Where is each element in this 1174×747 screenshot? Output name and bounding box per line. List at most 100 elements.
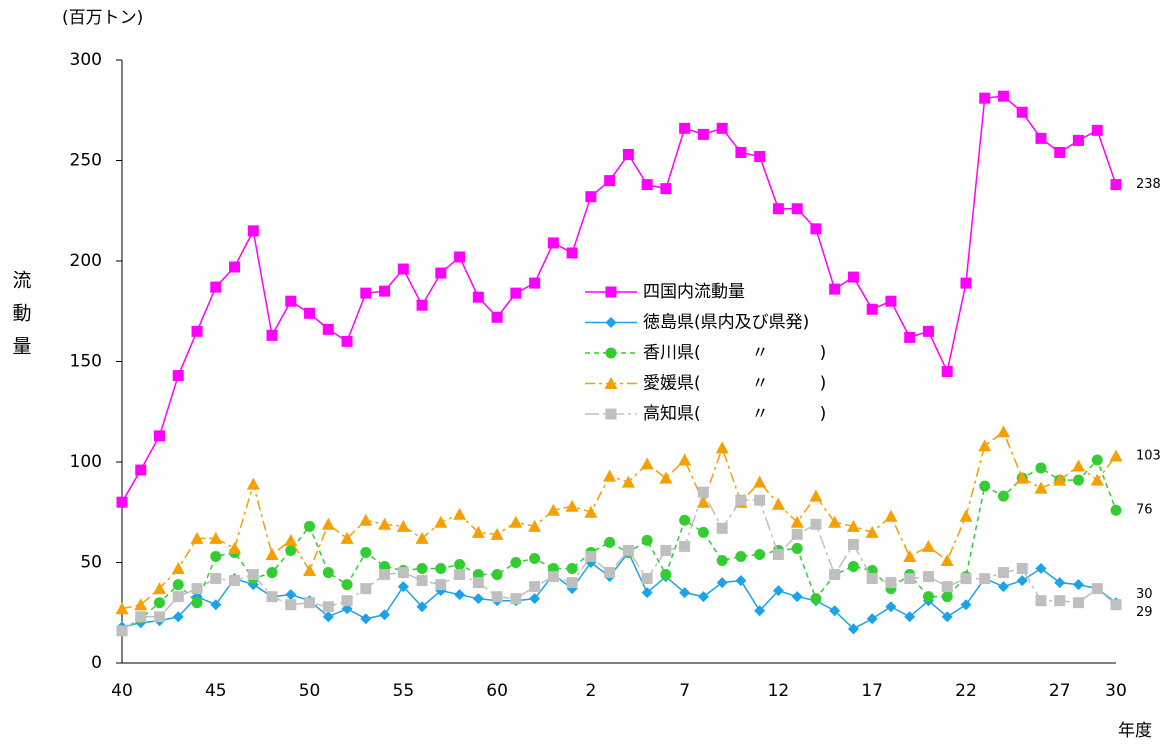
marker [640, 457, 654, 470]
marker [209, 531, 223, 544]
marker [621, 475, 635, 488]
x-tick-label: 50 [299, 681, 321, 701]
legend-label: 愛媛県( 〃 ) [643, 374, 826, 394]
marker [1053, 473, 1067, 486]
end-label: 76 [1136, 503, 1153, 518]
marker [885, 601, 897, 613]
marker [1072, 134, 1084, 146]
marker [679, 540, 691, 552]
marker [810, 593, 822, 605]
marker [1110, 599, 1122, 611]
x-tick-label: 40 [111, 681, 133, 701]
marker [904, 331, 916, 343]
marker [1015, 471, 1029, 484]
marker [921, 539, 935, 552]
marker [941, 366, 953, 378]
marker [660, 183, 672, 195]
marker [360, 287, 372, 299]
marker [847, 271, 859, 283]
marker [154, 611, 166, 623]
x-tick-label: 12 [768, 681, 790, 701]
marker [697, 128, 709, 140]
marker [303, 564, 317, 577]
marker [828, 515, 842, 528]
marker [210, 281, 222, 293]
marker [435, 267, 447, 279]
marker [735, 494, 747, 506]
marker [772, 548, 784, 560]
marker [322, 601, 334, 613]
marker [491, 569, 503, 581]
marker [360, 583, 372, 595]
marker [379, 609, 391, 621]
marker [866, 573, 878, 585]
marker [528, 519, 542, 532]
marker [1035, 462, 1047, 474]
marker [584, 505, 598, 518]
marker [960, 599, 972, 611]
marker [1072, 474, 1084, 486]
marker [960, 277, 972, 289]
marker [979, 573, 991, 585]
marker [1035, 595, 1047, 607]
marker [435, 563, 447, 575]
marker [904, 573, 916, 585]
y-tick-label: 300 [70, 50, 102, 70]
marker [1110, 504, 1122, 516]
x-tick-label: 30 [1105, 681, 1127, 701]
marker [866, 303, 878, 315]
marker [341, 335, 353, 347]
marker [379, 285, 391, 297]
marker [790, 515, 804, 528]
marker [135, 611, 147, 623]
marker [490, 527, 504, 540]
marker [379, 569, 391, 581]
marker [472, 291, 484, 303]
marker [1091, 454, 1103, 466]
marker [304, 307, 316, 319]
marker [491, 311, 503, 323]
end-label: 103 [1136, 448, 1161, 463]
marker [641, 573, 653, 585]
marker [397, 581, 409, 593]
marker [285, 295, 297, 307]
marker [754, 150, 766, 162]
marker [454, 559, 466, 571]
marker [771, 497, 785, 510]
marker [229, 261, 241, 273]
marker [191, 583, 203, 595]
marker [321, 517, 335, 530]
marker [810, 518, 822, 530]
marker [1072, 597, 1084, 609]
marker [265, 547, 279, 560]
end-label: 238 [1136, 177, 1161, 192]
legend-label: 四国内流動量 [643, 282, 745, 302]
marker [641, 179, 653, 191]
marker [115, 602, 129, 615]
legend-marker [605, 347, 617, 359]
marker [941, 611, 953, 623]
end-label: 30 [1136, 587, 1153, 602]
x-tick-label: 55 [393, 681, 415, 701]
marker [529, 581, 541, 593]
marker [1091, 124, 1103, 136]
marker [322, 323, 334, 335]
marker [979, 92, 991, 104]
marker [679, 122, 691, 134]
x-tick-label: 45 [205, 681, 227, 701]
marker [397, 567, 409, 579]
legend-marker [605, 286, 617, 298]
marker [285, 589, 297, 601]
marker [922, 571, 934, 583]
marker [472, 593, 484, 605]
legend-marker [604, 377, 618, 389]
marker [829, 283, 841, 295]
marker [660, 544, 672, 556]
marker [696, 495, 710, 508]
legend-marker [605, 317, 617, 328]
marker [735, 575, 747, 587]
marker [509, 515, 523, 528]
marker [1035, 132, 1047, 144]
marker [941, 591, 953, 603]
marker [716, 577, 728, 589]
